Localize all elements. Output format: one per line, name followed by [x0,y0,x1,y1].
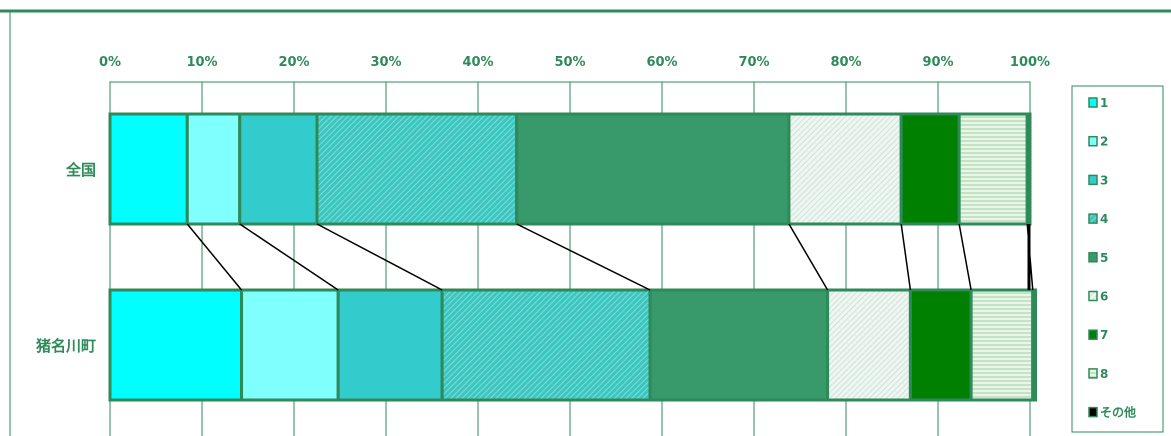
bar-segment [108,112,189,226]
legend-label: 2 [1100,135,1108,149]
legend-swatch [1088,135,1098,147]
legend-box [1071,85,1164,433]
legend-label: 5 [1100,251,1108,265]
bar-segment [899,112,961,226]
connector-line [239,223,339,291]
legend-label: 8 [1100,367,1108,381]
legend-label: 3 [1100,173,1108,187]
x-tick-label: 70% [738,55,769,70]
bar-segment [787,112,903,226]
legend-label: その他 [1100,405,1136,420]
bar-segment [1025,112,1032,226]
bar-segment [238,112,319,226]
bar-segment [336,288,444,402]
category-label: 全国 [65,161,96,179]
bar-segment [957,112,1029,226]
connector-line [186,223,243,291]
category-label: 猪名川町 [35,337,96,355]
bar-segment [315,112,519,226]
legend-swatch [1088,252,1098,263]
x-axis-ticks: 0% 10% 20% 30% 40% 50% 60% 70% 80% 90% 100% [99,55,1050,70]
bar-segment [969,288,1035,402]
bar-segment [240,288,340,402]
legend-swatch [1088,368,1098,379]
bar-segment [908,288,973,402]
x-tick-label: 40% [462,55,493,70]
legend-swatch [1088,97,1098,108]
legend-swatch [1088,329,1098,340]
legend: 1 2 3 4 5 6 7 8 その他 [1071,85,1164,433]
x-tick-label: 60% [646,55,677,70]
x-tick-label: 30% [370,55,401,70]
legend-swatch [1088,213,1098,224]
connector-line [516,223,651,291]
x-tick-label: 0% [99,55,121,70]
x-tick-label: 50% [554,55,585,70]
connector-line [788,223,829,291]
legend-swatch [1088,290,1098,302]
bar-segment [108,288,244,402]
bar-segment [185,112,242,226]
legend-label: 7 [1100,328,1108,342]
connector-layer [186,223,1034,291]
bar-segment [440,288,652,402]
x-tick-label: 10% [186,55,217,70]
connector-line [900,223,912,291]
x-tick-label: 100% [1010,55,1050,70]
legend-label: 6 [1100,290,1108,304]
connector-line [958,223,972,291]
legend-swatch [1088,174,1098,186]
x-tick-label: 80% [830,55,861,70]
bar-segment [826,288,912,402]
legend-label: 4 [1100,212,1108,226]
bar-segment [648,288,830,402]
bar-segment [1031,288,1038,402]
bar-segment [515,112,791,226]
legend-swatch [1088,406,1098,418]
legend-label: 1 [1100,96,1108,110]
x-tick-label: 20% [278,55,309,70]
x-tick-label: 90% [922,55,953,70]
bar-layer [108,112,1038,402]
connector-line [316,223,443,291]
